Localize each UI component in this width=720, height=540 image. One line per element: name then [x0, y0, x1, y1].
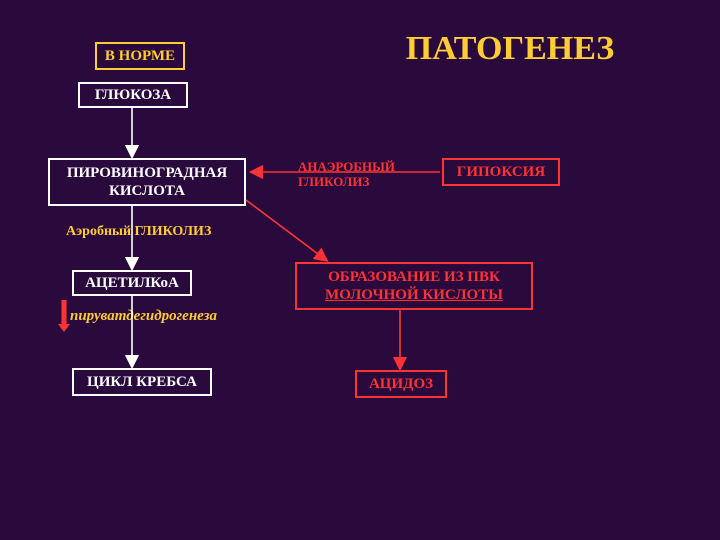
box-hypoxia-text: ГИПОКСИЯ	[457, 163, 545, 181]
box-norm: В НОРМЕ	[95, 42, 185, 70]
label-aerobic: Аэробный ГЛИКОЛИЗ	[66, 224, 211, 240]
box-hypoxia: ГИПОКСИЯ	[442, 158, 560, 186]
box-acetyl-text: АЦЕТИЛКоА	[85, 274, 179, 292]
box-acetyl: АЦЕТИЛКоА	[72, 270, 192, 296]
label-anaerobic: АНАЭРОБНЫЙ ГЛИКОЛИЗ	[298, 160, 395, 190]
box-krebs: ЦИКЛ КРЕБСА	[72, 368, 212, 396]
box-lactic: ОБРАЗОВАНИЕ ИЗ ПВК МОЛОЧНОЙ КИСЛОТЫ	[295, 262, 533, 310]
box-krebs-text: ЦИКЛ КРЕБСА	[87, 373, 197, 391]
box-pyruvic-text: ПИРОВИНОГРАДНАЯ КИСЛОТА	[67, 164, 227, 200]
slide: ПАТОГЕНЕЗ В НОРМЕ ГЛЮКОЗА ПИРОВИНОГРАДНА…	[0, 0, 720, 540]
box-lactic-text: ОБРАЗОВАНИЕ ИЗ ПВК МОЛОЧНОЙ КИСЛОТЫ	[325, 268, 503, 304]
box-norm-text: В НОРМЕ	[105, 47, 175, 65]
box-acidosis-text: АЦИДОЗ	[369, 375, 433, 393]
box-pyruvic: ПИРОВИНОГРАДНАЯ КИСЛОТА	[48, 158, 246, 206]
box-acidosis: АЦИДОЗ	[355, 370, 447, 398]
box-glucose-text: ГЛЮКОЗА	[95, 86, 171, 104]
box-glucose: ГЛЮКОЗА	[78, 82, 188, 108]
slide-title: ПАТОГЕНЕЗ	[350, 30, 670, 68]
label-pyruvdh: пируватдегидрогенеза	[70, 308, 217, 325]
